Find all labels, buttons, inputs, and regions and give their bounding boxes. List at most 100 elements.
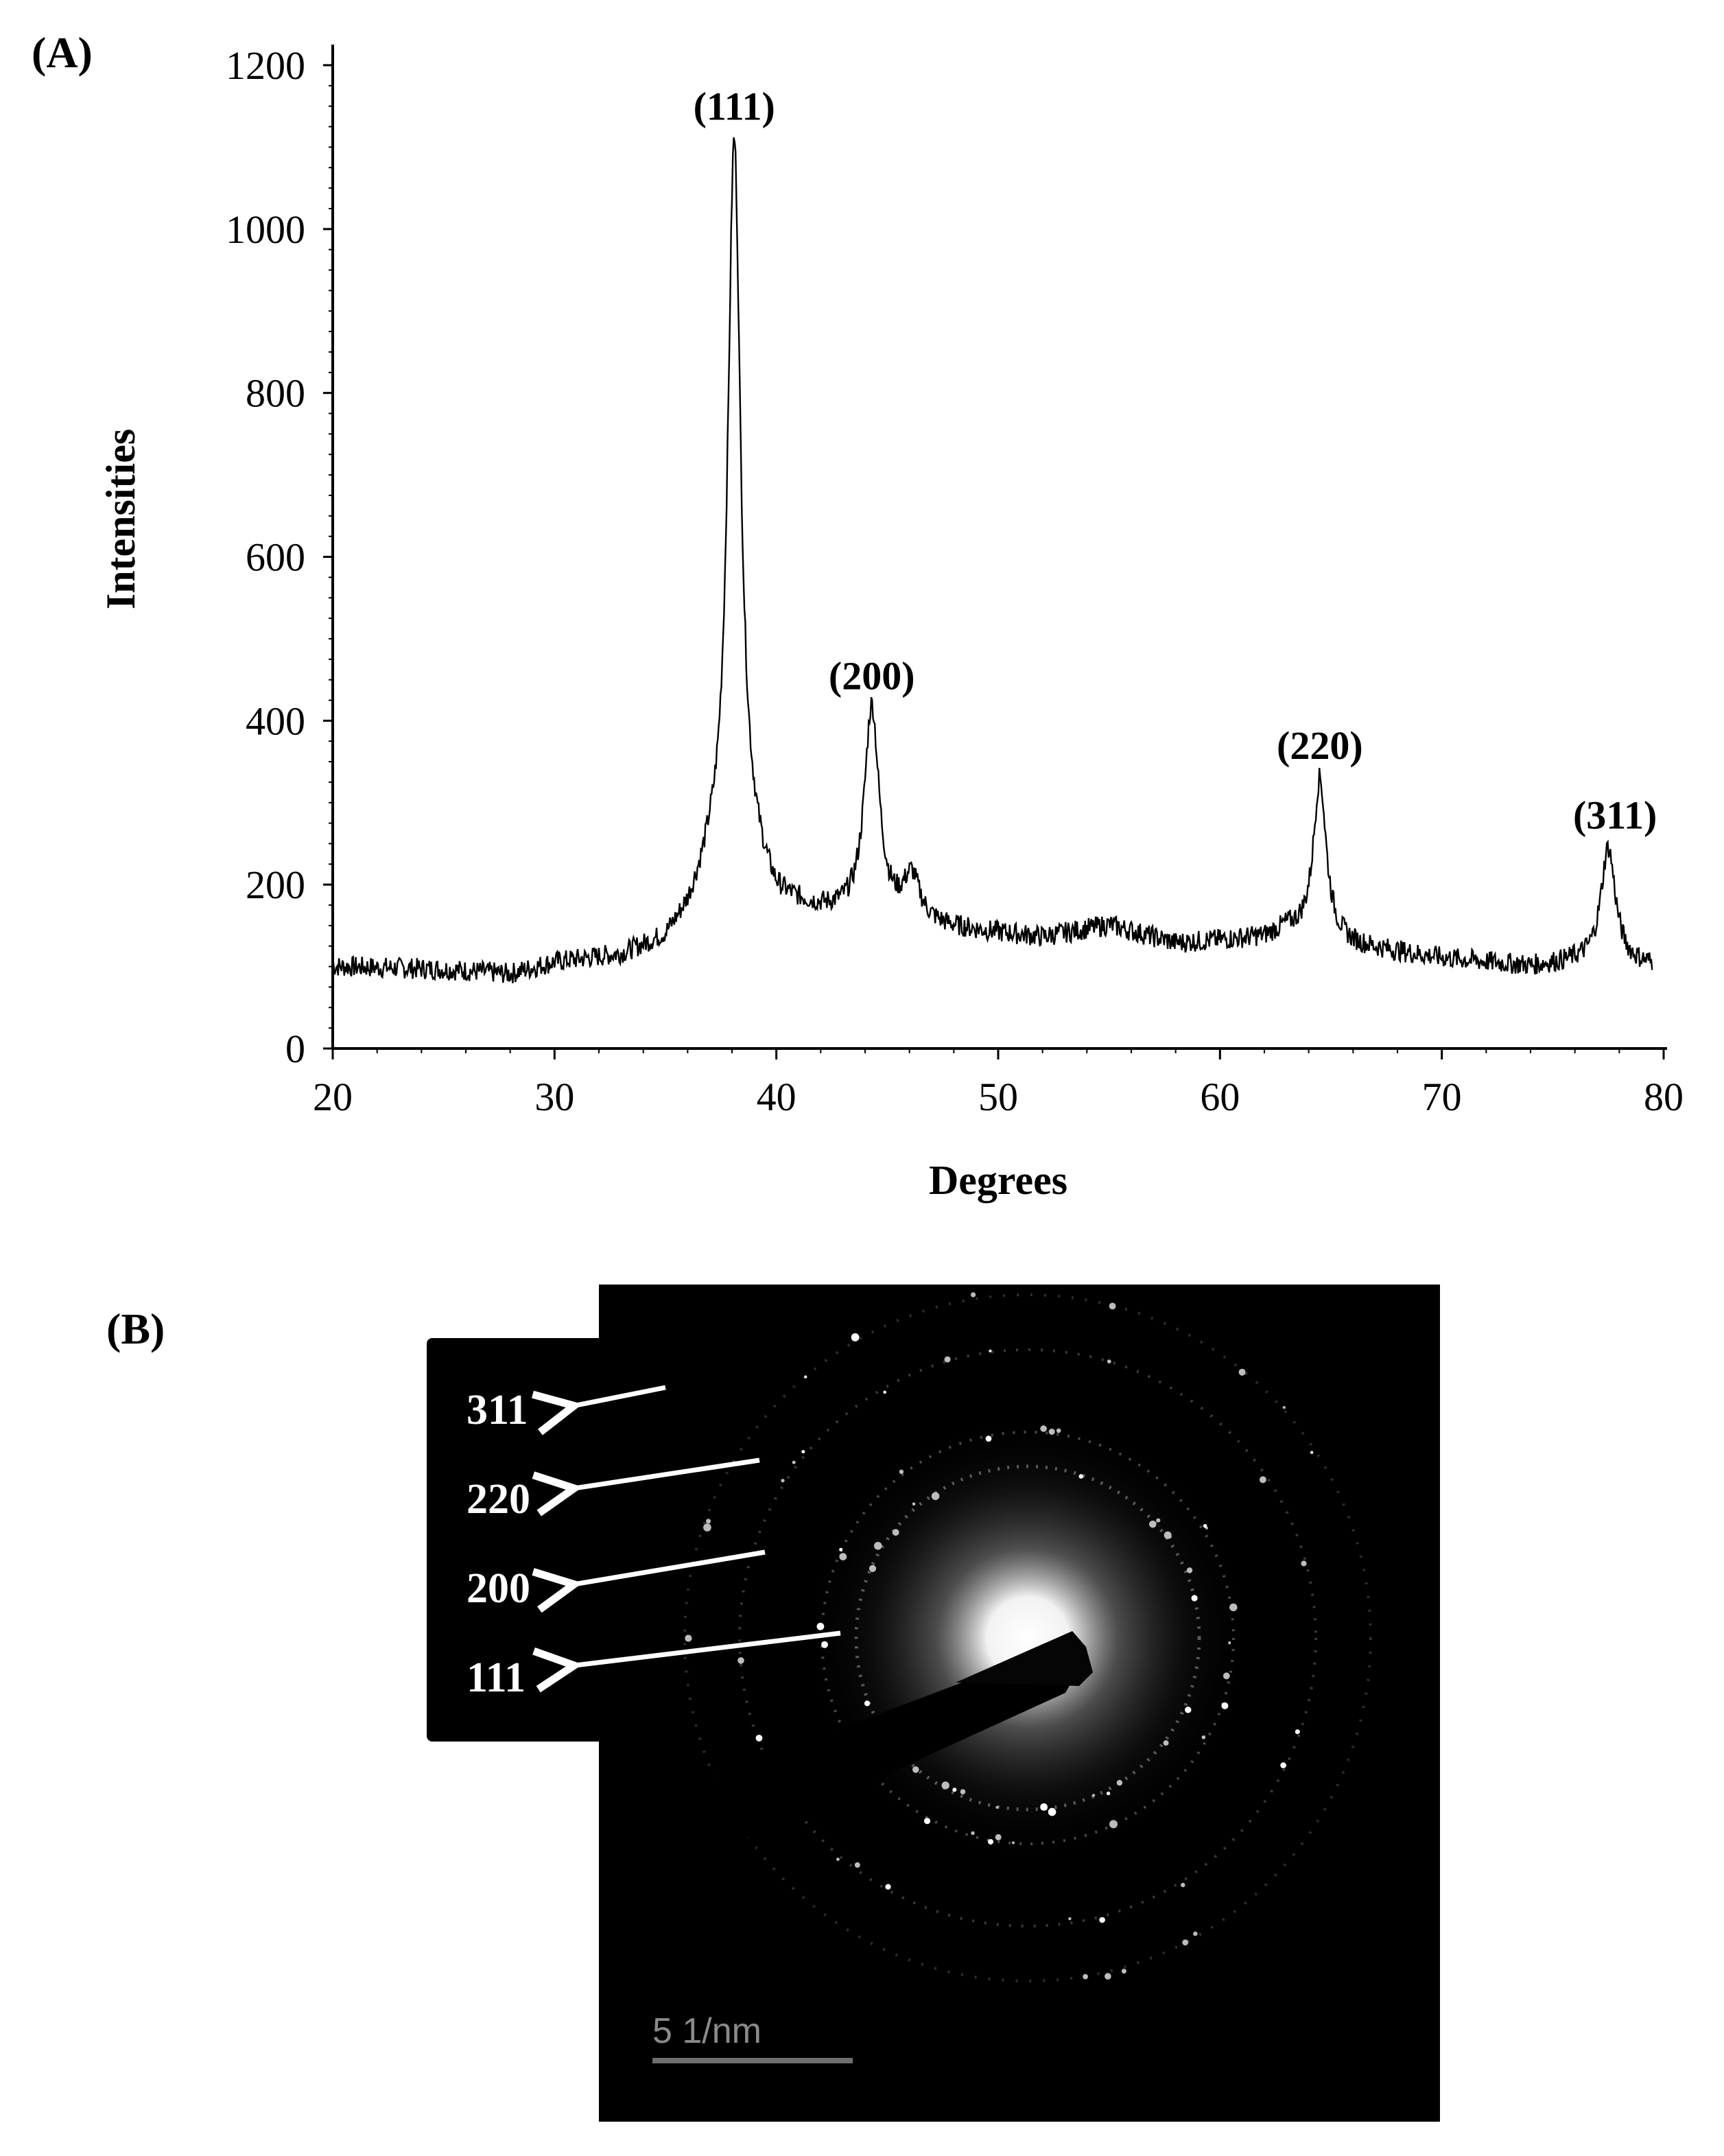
diffraction-spot bbox=[1181, 1882, 1185, 1888]
diffraction-spot bbox=[1163, 1740, 1169, 1746]
diffraction-spot bbox=[1012, 1841, 1015, 1844]
diffraction-spot bbox=[1048, 1429, 1055, 1435]
diffraction-spot bbox=[1221, 1702, 1229, 1709]
diffraction-spot bbox=[685, 1634, 692, 1642]
beam-stopper-tip bbox=[956, 1631, 1093, 1686]
diffraction-spot bbox=[1121, 1969, 1126, 1974]
xrd-chart: 0 200 400 600 800 1000 1200 20 30 40 50 60 70 80 Degre… bbox=[98, 43, 1684, 1203]
diffraction-spot bbox=[960, 1789, 966, 1794]
diffraction-spot bbox=[821, 1641, 828, 1648]
diffraction-spot bbox=[851, 1333, 860, 1341]
arrow-311 bbox=[569, 1385, 666, 1407]
diffraction-spot bbox=[1099, 1917, 1105, 1923]
diffraction-spot bbox=[1109, 1820, 1118, 1829]
diffraction-spot bbox=[1185, 1707, 1192, 1713]
diffraction-spot bbox=[836, 1858, 840, 1861]
panel-b-label: (B) bbox=[106, 1304, 165, 1353]
x-tick-label: 40 bbox=[757, 1075, 796, 1119]
y-tick-label: 200 bbox=[246, 863, 305, 907]
diffraction-spot bbox=[1040, 1803, 1048, 1811]
ring-label-311: 311 bbox=[467, 1387, 528, 1433]
diffraction-spot bbox=[1068, 1917, 1072, 1921]
arrow-220 bbox=[569, 1457, 760, 1489]
ring-label-220: 220 bbox=[467, 1476, 530, 1523]
diffraction-spot bbox=[1105, 1973, 1111, 1980]
panel-a-label: (A) bbox=[32, 28, 93, 77]
y-tick-label: 400 bbox=[246, 699, 305, 743]
diffraction-spot bbox=[1259, 1476, 1266, 1484]
diffraction-spot bbox=[1116, 1779, 1123, 1786]
diffraction-spot bbox=[1295, 1729, 1300, 1735]
diffraction-spot bbox=[1040, 1425, 1047, 1432]
xrd-series-line bbox=[331, 137, 1653, 983]
diffraction-spot bbox=[703, 1523, 711, 1532]
diffraction-spot bbox=[869, 1565, 877, 1572]
diffraction-spot bbox=[971, 1292, 976, 1298]
diffraction-spot bbox=[1156, 1518, 1161, 1523]
diffraction-spot bbox=[892, 1529, 899, 1536]
diffraction-spot bbox=[706, 1519, 711, 1524]
diffraction-spot bbox=[1168, 1534, 1172, 1538]
diffraction-spot bbox=[1186, 1567, 1193, 1573]
diffraction-spot bbox=[1149, 1521, 1157, 1528]
diffraction-spot bbox=[737, 1657, 744, 1664]
diffraction-spot bbox=[1182, 1939, 1189, 1946]
diffraction-spot bbox=[1092, 1794, 1096, 1797]
diffraction-spot bbox=[804, 1375, 807, 1379]
diffraction-spot bbox=[781, 1479, 785, 1483]
diffraction-spot bbox=[839, 1547, 843, 1551]
x-tick-label: 70 bbox=[1422, 1075, 1462, 1119]
y-tick-label: 1000 bbox=[226, 207, 305, 252]
diffraction-spot bbox=[995, 1805, 999, 1809]
diffraction-spot bbox=[1282, 1406, 1286, 1409]
ring-200 bbox=[820, 1431, 1235, 1845]
diffraction-spot bbox=[941, 1781, 949, 1790]
diffraction-spot bbox=[885, 1884, 891, 1890]
x-tick-label: 20 bbox=[313, 1075, 353, 1119]
peak-label: (311) bbox=[1573, 793, 1657, 837]
diffraction-spot bbox=[839, 1553, 847, 1560]
diffraction-spot bbox=[912, 1766, 919, 1773]
diffraction-spot bbox=[985, 1436, 992, 1442]
diffraction-spot bbox=[854, 1862, 860, 1868]
diffraction-spot bbox=[755, 1735, 763, 1742]
x-tick-label: 80 bbox=[1644, 1075, 1684, 1119]
y-tick-label: 600 bbox=[246, 535, 305, 580]
saed-diffraction-rings: 5 1/nm bbox=[599, 1292, 1372, 2063]
diffraction-spot bbox=[1229, 1603, 1238, 1612]
diffraction-spot bbox=[1078, 1474, 1084, 1479]
ring-label-111: 111 bbox=[467, 1654, 526, 1701]
diffraction-spot bbox=[1280, 1762, 1286, 1768]
x-axis-title: Degrees bbox=[929, 1158, 1067, 1203]
diffraction-spot bbox=[816, 1622, 825, 1630]
ring-220 bbox=[738, 1348, 1317, 1927]
diffraction-spot bbox=[912, 1502, 916, 1506]
diffraction-spot bbox=[923, 1818, 931, 1825]
x-tick-label: 30 bbox=[534, 1075, 574, 1119]
y-tick-label: 1200 bbox=[226, 43, 305, 88]
diffraction-spot bbox=[988, 1839, 993, 1845]
scale-bar-label: 5 1/nm bbox=[652, 2011, 761, 2051]
peak-label: (200) bbox=[829, 653, 915, 698]
diffraction-spot bbox=[1238, 1368, 1246, 1376]
diffraction-spot bbox=[1109, 1302, 1116, 1310]
diffraction-spot bbox=[801, 1450, 805, 1454]
peak-label: (111) bbox=[694, 84, 775, 128]
diffraction-spot bbox=[1056, 1428, 1061, 1433]
diffraction-spot bbox=[899, 1469, 904, 1474]
beam-stopper bbox=[599, 1641, 1079, 1906]
diffraction-spot bbox=[971, 1831, 975, 1836]
arrow-111 bbox=[569, 1630, 841, 1666]
peak-label: (220) bbox=[1277, 723, 1363, 768]
saed-pattern-image: 5 1/nm bbox=[599, 1285, 1440, 2122]
x-tick-label: 50 bbox=[978, 1075, 1018, 1119]
diffraction-spot bbox=[952, 1788, 957, 1792]
diffraction-spot bbox=[1301, 1560, 1307, 1567]
diffraction-spot bbox=[1228, 1641, 1231, 1645]
diffraction-spot bbox=[944, 1356, 951, 1363]
diffraction-spot bbox=[1223, 1672, 1230, 1680]
diffraction-spot bbox=[792, 1460, 796, 1464]
diffraction-spot bbox=[1083, 1973, 1088, 1980]
diffraction-spot bbox=[1107, 1359, 1111, 1363]
